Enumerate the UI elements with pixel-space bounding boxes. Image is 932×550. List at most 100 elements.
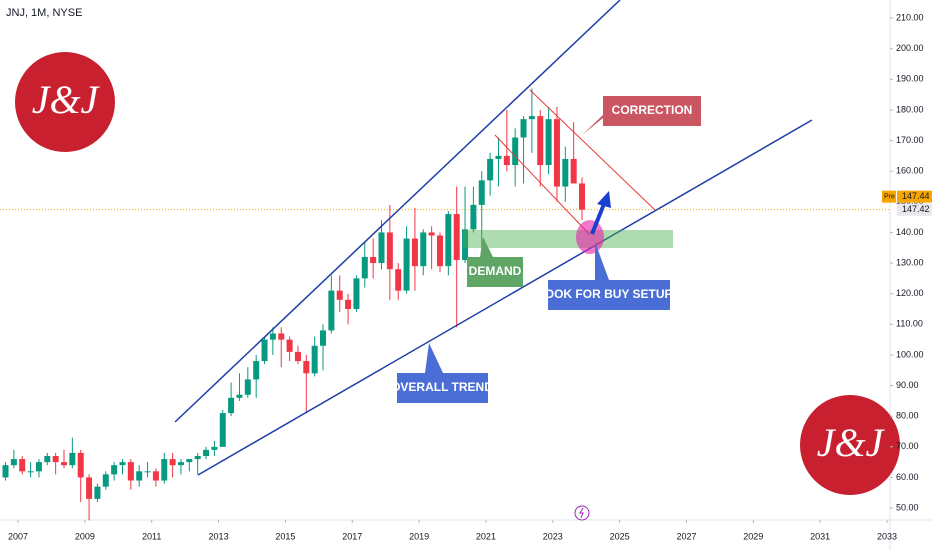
callout-box	[582, 96, 701, 135]
callout-box	[548, 242, 670, 310]
candle-body	[545, 119, 552, 166]
candle-body	[102, 474, 109, 487]
candle-body	[403, 238, 410, 291]
event-icon-bolt	[579, 507, 584, 519]
y-tick-label: 210.00	[896, 12, 924, 22]
candle-body	[570, 158, 577, 184]
x-tick-label: 2021	[476, 531, 496, 541]
demand-zone	[463, 230, 673, 248]
candle-body	[119, 462, 126, 466]
logo-text: J&J	[817, 420, 886, 465]
candle-body	[77, 452, 84, 478]
candle-body	[370, 256, 377, 264]
x-tick-label: 2027	[676, 531, 696, 541]
y-tick-label: 130.00	[896, 257, 924, 267]
candle-body	[303, 361, 310, 374]
y-tick-label: 50.00	[896, 502, 919, 512]
candle-body	[144, 471, 151, 473]
pre-price-bg	[897, 190, 932, 203]
candle-body	[395, 269, 402, 291]
candle-body	[579, 183, 586, 210]
candle-body	[453, 214, 460, 260]
candle-body	[52, 455, 59, 463]
y-tick-label: 60.00	[896, 472, 919, 482]
candle-body	[177, 462, 184, 466]
last-price-bg	[897, 203, 932, 216]
x-tick-label: 2019	[409, 531, 429, 541]
candle-body	[470, 204, 477, 230]
candle-body	[294, 351, 301, 362]
candle-body	[228, 397, 235, 414]
callout-box	[467, 237, 523, 287]
x-tick-label: 2017	[342, 531, 362, 541]
candle-body	[186, 459, 193, 463]
candle-body	[10, 459, 17, 466]
y-tick-label: 200.00	[896, 43, 924, 53]
y-tick-label: 70.00	[896, 441, 919, 451]
candle-body	[203, 449, 210, 456]
x-tick-label: 2025	[610, 531, 630, 541]
candle-body	[194, 455, 201, 460]
annotation: OVERALL TREND	[391, 380, 493, 394]
candle-body	[562, 158, 569, 187]
candle-body	[27, 471, 34, 473]
pre-tag-bg	[882, 190, 896, 203]
candle-body	[553, 119, 560, 187]
candle-body	[345, 299, 352, 309]
candle-body	[236, 394, 243, 398]
chart-title: JNJ, 1M, NYSE	[6, 7, 82, 19]
annotation: CORRECTION	[612, 103, 693, 117]
x-tick-label: 2023	[543, 531, 563, 541]
arrow-head	[597, 191, 611, 208]
y-tick-label: 190.00	[896, 74, 924, 84]
arrow-shaft	[590, 203, 606, 235]
candle-body	[336, 290, 343, 300]
x-tick-label: 2029	[743, 531, 763, 541]
y-tick-label: 170.00	[896, 135, 924, 145]
x-tick-label: 2015	[275, 531, 295, 541]
candle-body	[478, 180, 485, 205]
candle-body	[328, 290, 335, 331]
candle-body	[69, 452, 76, 466]
y-tick-label: 110.00	[896, 319, 923, 329]
candle-body	[353, 278, 360, 309]
candle-body	[462, 229, 469, 260]
candle-body	[211, 446, 218, 450]
candle-body	[44, 455, 51, 463]
trend-line	[197, 119, 813, 476]
candle-body	[445, 214, 452, 267]
pre-tag: Pre	[884, 193, 895, 200]
pre-price-label: 147.44	[902, 191, 930, 201]
y-tick-label: 90.00	[896, 380, 919, 390]
x-tick-label: 2007	[8, 531, 28, 541]
x-tick-label: 2031	[810, 531, 830, 541]
candle-body	[35, 462, 42, 472]
candle-body	[386, 232, 393, 270]
y-tick-label: 140.00	[896, 227, 924, 237]
candle-body	[161, 459, 168, 481]
callout-box	[397, 343, 488, 403]
candle-body	[19, 459, 26, 472]
candle-body	[86, 477, 93, 499]
upper-channel-line	[174, 0, 621, 423]
candle-body	[2, 465, 9, 478]
logo-circle	[800, 395, 900, 495]
candle-body	[503, 155, 510, 166]
candle-body	[537, 116, 544, 166]
candle-body	[244, 379, 251, 395]
y-tick-label: 180.00	[896, 104, 924, 114]
candle-body	[436, 235, 443, 267]
candle-body	[286, 339, 293, 352]
candle-body	[528, 116, 535, 120]
annotation: DEMAND	[469, 264, 522, 278]
candle-body	[152, 471, 159, 481]
candle-body	[136, 471, 143, 481]
correction-line	[494, 134, 591, 236]
logo-text: J&J	[32, 77, 101, 122]
candle-body	[61, 462, 68, 466]
candle-body	[520, 119, 527, 138]
y-tick-label: 160.00	[896, 166, 924, 176]
x-tick-label: 2013	[209, 531, 229, 541]
